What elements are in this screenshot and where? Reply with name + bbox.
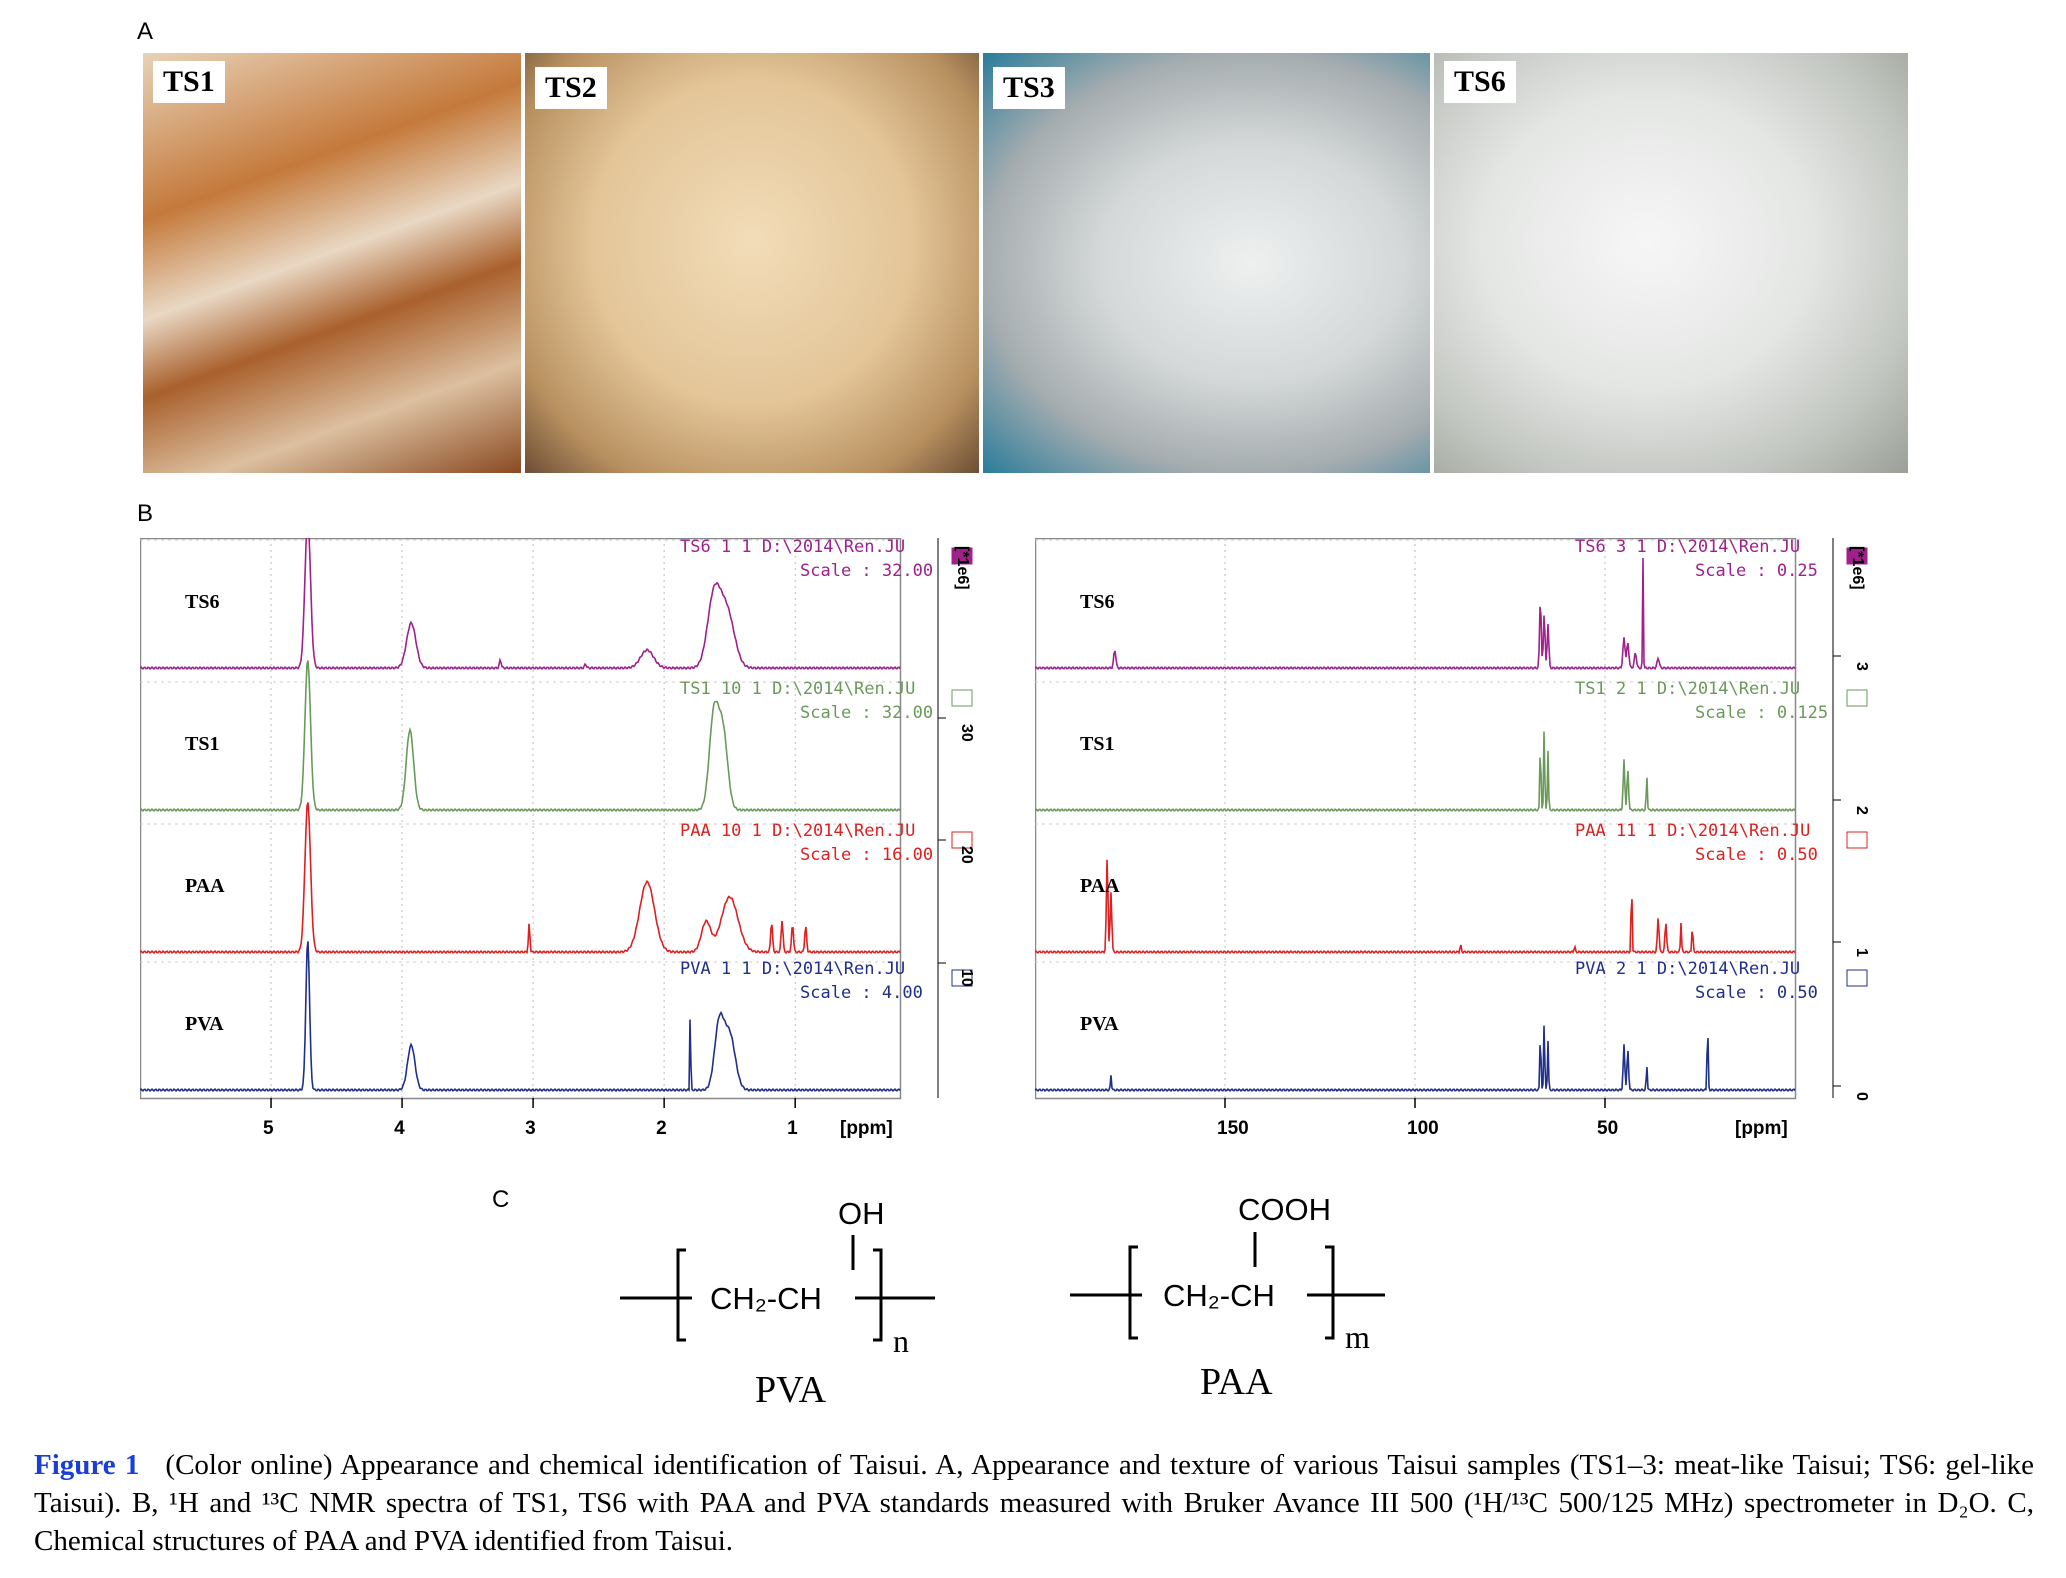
photo-ts1: TS1 [143,53,521,473]
nmr-13c-spectrum: TS6 TS6 3 1 D:\2014\Ren.JU Scale : 0.25 TS1… [1035,538,1870,1139]
trace-header-ts1: TS1 2 1 D:\2014\Ren.JU [1575,679,1800,699]
trace-ts1 [1035,731,1796,813]
x-tick-label: 1 [787,1118,798,1139]
trace-label-ts6: TS6 [1080,591,1114,613]
trace-paa [1035,859,1796,955]
trace-header-ts6: TS6 3 1 D:\2014\Ren.JU [1575,538,1800,557]
trace-paa [140,802,901,955]
trace-scale-ts1: Scale : 32.00 [800,703,933,723]
right-axis-unit: [*1e6] [954,546,971,590]
trace-label-pva: PVA [1080,1013,1119,1035]
figure-label: Figure 1 [34,1449,140,1481]
trace-header-paa: PAA 10 1 D:\2014\Ren.JU [680,821,915,841]
trace-header-ts6: TS6 1 1 D:\2014\Ren.JU [680,538,905,557]
panel-letter-b: B [137,500,154,527]
paa-name: PAA [1200,1361,1273,1403]
panel-letter-c: C [492,1186,510,1213]
trace-label-ts1: TS1 [185,733,219,755]
right-tick-label: 0 [1853,1092,1870,1101]
caption-text: (Color online) Appearance and chemical i… [34,1449,2034,1557]
trace-header-paa: PAA 11 1 D:\2014\Ren.JU [1575,821,1810,841]
right-tick-label: 1 [1853,948,1870,957]
paa-subscript: m [1345,1319,1370,1355]
trace-ts6 [1035,557,1796,671]
right-tick-label: 2 [1853,806,1870,815]
pva-subscript: n [893,1323,909,1359]
panel-letter-a: A [137,18,154,45]
plot-frame [140,538,902,1100]
trace-box [1846,689,1868,707]
trace-scale-pva: Scale : 0.50 [1695,983,1818,1003]
x-tick-label: 5 [263,1118,274,1139]
trace-scale-ts6: Scale : 32.00 [800,561,933,581]
trace-scale-pva: Scale : 4.00 [800,983,923,1003]
x-axis-unit: [ppm] [840,1118,893,1139]
trace-box [1846,831,1868,849]
figure-caption: Figure 1 (Color online) Appearance and ch… [34,1446,2034,1560]
x-axis-unit: [ppm] [1735,1118,1788,1139]
trace-scale-paa: Scale : 16.00 [800,845,933,865]
right-tick-label: 30 [958,724,975,742]
trace-scale-paa: Scale : 0.50 [1695,845,1818,865]
trace-pva [140,941,901,1093]
x-tick-label: 100 [1407,1118,1439,1139]
right-tick-label: 20 [958,846,975,864]
photo-label-ts6: TS6 [1444,61,1516,103]
trace-pva [1035,1025,1796,1093]
trace-scale-ts6: Scale : 0.25 [1695,561,1818,581]
trace-ts1 [140,660,901,813]
paa-group: COOH [1238,1192,1331,1227]
photo-label-ts3: TS3 [993,67,1065,109]
trace-box [951,969,973,987]
pva-name: PVA [755,1369,827,1411]
photo-ts6: TS6 [1434,53,1908,473]
photo-ts2: TS2 [525,53,979,473]
photo-label-ts1: TS1 [153,61,225,103]
photo-ts3: TS3 [983,53,1430,473]
chemical-structures: OH CH₂-CH n PVA COOH CH₂-CH m PAA [620,1192,1385,1411]
trace-label-ts6: TS6 [185,591,219,613]
trace-header-pva: PVA 1 1 D:\2014\Ren.JU [680,959,905,979]
trace-header-pva: PVA 2 1 D:\2014\Ren.JU [1575,959,1800,979]
nmr-1h-spectrum: TS6 TS6 1 1 D:\2014\Ren.JU Scale : 32.00 TS… [140,538,975,1139]
right-tick-label: 3 [1853,662,1870,671]
x-tick-label: 4 [394,1118,405,1139]
trace-header-ts1: TS1 10 1 D:\2014\Ren.JU [680,679,915,699]
trace-label-pva: PVA [185,1013,224,1035]
x-tick-label: 50 [1597,1118,1618,1139]
paa-structure [1070,1232,1385,1340]
trace-box [951,689,973,707]
photo-label-ts2: TS2 [535,67,607,109]
paa-backbone: CH₂-CH [1163,1278,1275,1313]
trace-label-paa: PAA [185,875,225,897]
trace-scale-ts1: Scale : 0.125 [1695,703,1828,723]
trace-ts6 [140,538,901,671]
pva-backbone: CH₂-CH [710,1281,822,1316]
trace-box [951,831,973,849]
pva-group: OH [838,1196,885,1231]
trace-label-ts1: TS1 [1080,733,1114,755]
pva-structure [620,1235,935,1342]
trace-box [951,547,973,565]
trace-box [1846,969,1868,987]
x-tick-label: 3 [525,1118,536,1139]
x-tick-label: 150 [1217,1118,1249,1139]
trace-label-paa: PAA [1080,875,1120,897]
x-tick-label: 2 [656,1118,667,1139]
right-axis-unit: [*1e6] [1849,546,1866,590]
trace-box [1846,547,1868,565]
right-tick-label: 10 [958,969,975,987]
